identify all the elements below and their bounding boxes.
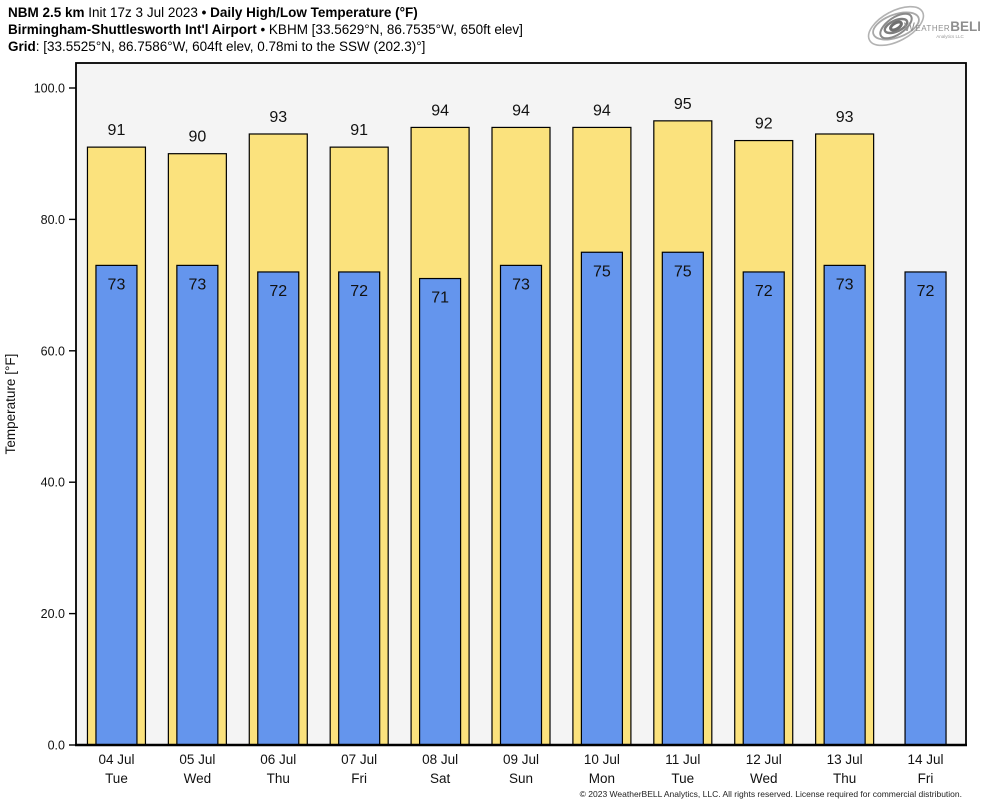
- header-text-segment: Birmingham-Shuttlesworth Int'l Airport: [8, 22, 257, 37]
- weatherbell-logo: WeatherBELL Analytics LLC: [867, 5, 980, 47]
- header-text-segment: • Daily High/Low Temperature (°F): [201, 5, 418, 20]
- header-line-2: Birmingham-Shuttlesworth Int'l Airport •…: [8, 21, 523, 38]
- high-value-label: 93: [836, 109, 854, 126]
- logo-text-weather: Weather: [904, 22, 950, 34]
- low-bar: [580, 251, 624, 746]
- high-value-label: 94: [431, 102, 449, 119]
- svg-text:WeatherBELL: WeatherBELL: [904, 19, 980, 34]
- header-line-3: Grid: [33.5525°N, 86.7586°W, 604ft elev,…: [8, 38, 523, 55]
- high-value-label: 94: [512, 102, 530, 119]
- hurricane-swirl-icon: [867, 5, 925, 47]
- y-tick-label: 20.0: [41, 607, 65, 621]
- low-value-label: 75: [674, 263, 692, 280]
- x-date-label: 12 Jul: [746, 752, 782, 767]
- low-value-label: 72: [917, 283, 935, 300]
- y-tick-label: 60.0: [41, 344, 65, 358]
- low-bar: [904, 271, 947, 746]
- x-date-label: 11 Jul: [665, 752, 700, 767]
- low-bar: [176, 264, 219, 746]
- x-day-label: Mon: [589, 771, 615, 786]
- x-date-label: 07 Jul: [341, 752, 377, 767]
- low-value-label: 73: [188, 276, 206, 293]
- x-day-label: Tue: [105, 771, 128, 786]
- low-bar: [257, 271, 300, 746]
- x-day-label: Fri: [918, 771, 934, 786]
- low-bar: [823, 264, 866, 746]
- chart-header: NBM 2.5 km Init 17z 3 Jul 2023 • Daily H…: [8, 4, 523, 55]
- x-day-label: Sat: [430, 771, 451, 786]
- logo-text-bell: BELL: [950, 19, 980, 34]
- y-tick-label: 0.0: [48, 739, 65, 753]
- low-bar: [418, 277, 462, 746]
- header-text-segment: : [33.5525°N, 86.7586°W, 604ft elev, 0.7…: [35, 39, 426, 54]
- x-day-label: Sun: [509, 771, 533, 786]
- x-date-label: 08 Jul: [422, 752, 458, 767]
- header-text-segment: Init 17z 3 Jul 2023: [84, 5, 202, 20]
- x-date-label: 05 Jul: [179, 752, 215, 767]
- x-date-label: 10 Jul: [584, 752, 620, 767]
- header-text-segment: Grid: [8, 39, 36, 54]
- header-text-segment: • KBHM [33.5629°N, 86.7535°W, 650ft elev…: [256, 22, 523, 37]
- x-day-label: Wed: [184, 771, 212, 786]
- low-value-label: 71: [431, 290, 449, 307]
- low-bar: [95, 264, 138, 746]
- logo-subtext: Analytics LLC: [936, 34, 964, 39]
- high-value-label: 93: [269, 109, 287, 126]
- low-bar: [742, 271, 785, 746]
- high-value-label: 92: [755, 116, 773, 133]
- low-bar: [499, 264, 543, 746]
- y-axis-title: Temperature [°F]: [3, 354, 18, 455]
- x-day-label: Tue: [671, 771, 694, 786]
- x-day-label: Fri: [351, 771, 367, 786]
- low-value-label: 73: [108, 276, 126, 293]
- high-value-label: 94: [593, 102, 611, 119]
- x-date-label: 14 Jul: [908, 752, 944, 767]
- y-tick-label: 80.0: [41, 213, 65, 227]
- header-text-segment: NBM 2.5 km: [8, 5, 85, 20]
- x-day-label: Thu: [833, 771, 856, 786]
- y-tick-label: 40.0: [41, 476, 65, 490]
- low-value-label: 73: [512, 276, 530, 293]
- y-tick-label: 100.0: [34, 82, 65, 96]
- low-value-label: 72: [755, 283, 773, 300]
- high-value-label: 95: [674, 96, 692, 113]
- low-bar: [338, 271, 381, 746]
- low-bar: [661, 251, 704, 746]
- x-date-label: 09 Jul: [503, 752, 539, 767]
- header-line-1: NBM 2.5 km Init 17z 3 Jul 2023 • Daily H…: [8, 4, 523, 21]
- x-day-label: Thu: [267, 771, 290, 786]
- high-value-label: 90: [188, 129, 206, 146]
- x-day-label: Wed: [750, 771, 778, 786]
- x-date-label: 04 Jul: [98, 752, 134, 767]
- high-value-label: 91: [108, 122, 126, 139]
- low-value-label: 75: [593, 263, 611, 280]
- low-value-label: 72: [350, 283, 368, 300]
- high-value-label: 91: [350, 122, 368, 139]
- temperature-bar-chart: 91 73 90 73 93 72 91 72 94 71 94 73 94 75 95 75 92 72 93 73…: [3, 62, 967, 786]
- low-value-label: 73: [836, 276, 854, 293]
- x-date-label: 13 Jul: [827, 752, 863, 767]
- x-date-label: 06 Jul: [260, 752, 296, 767]
- low-value-label: 72: [269, 283, 287, 300]
- copyright-text: © 2023 WeatherBELL Analytics, LLC. All r…: [579, 789, 962, 799]
